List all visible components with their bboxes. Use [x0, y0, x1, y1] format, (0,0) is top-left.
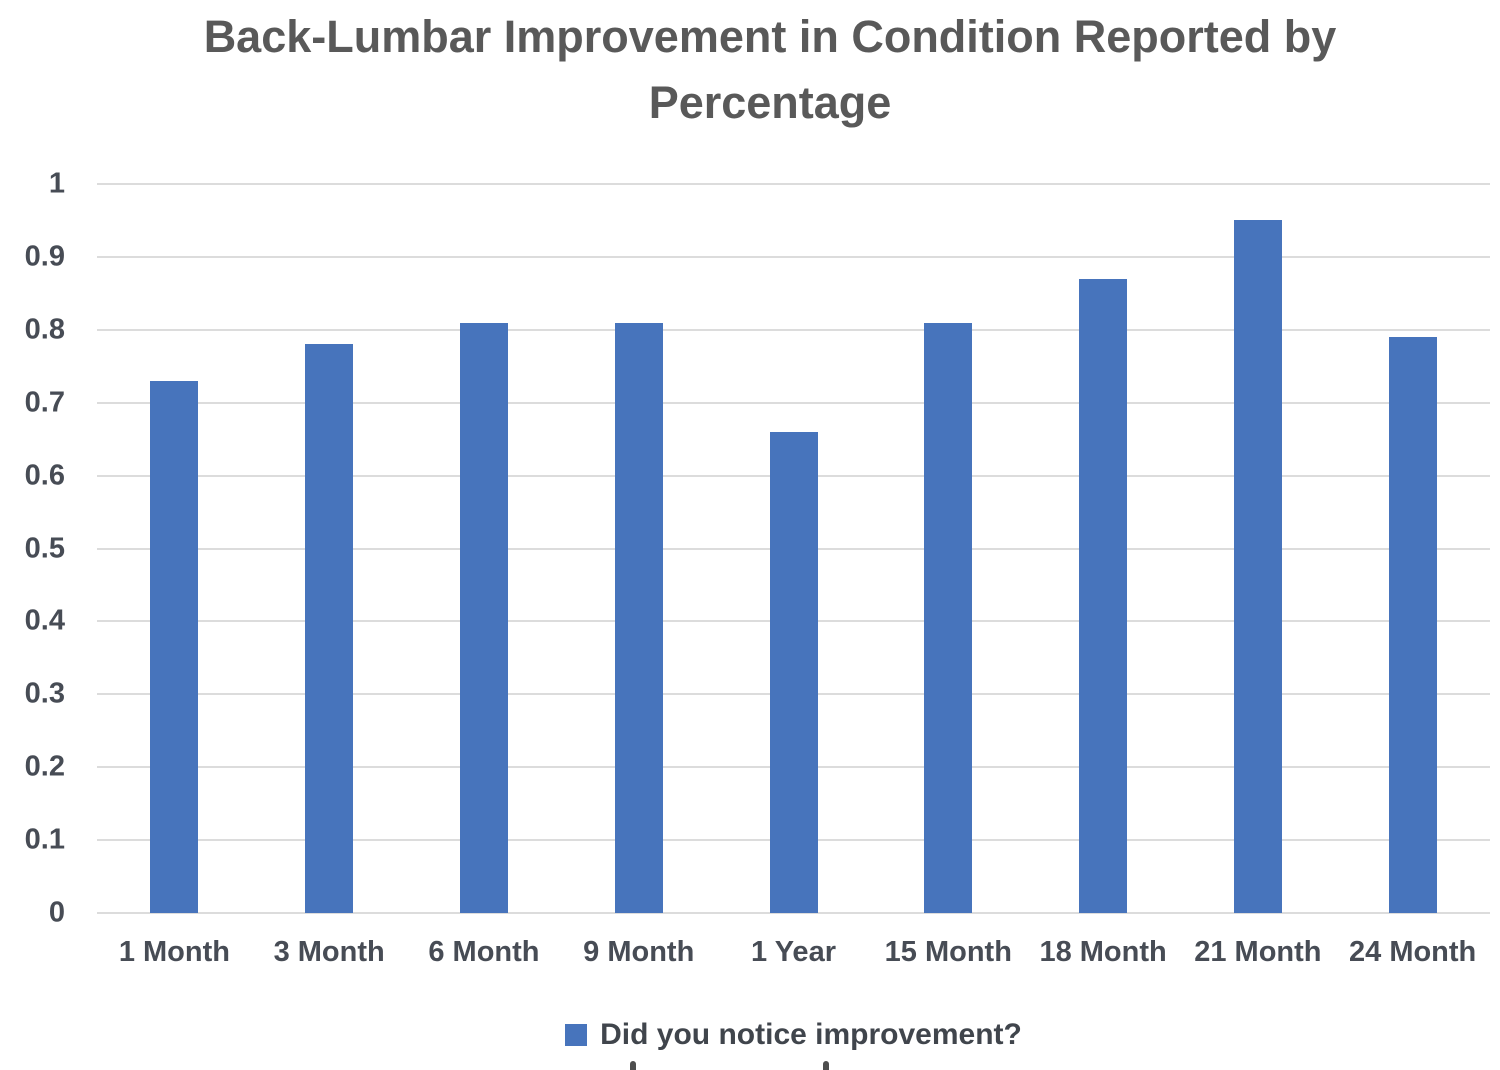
legend: Did you notice improvement?: [97, 1018, 1490, 1052]
bar-cell: [407, 184, 562, 913]
bar-series: [97, 184, 1490, 913]
chart-title: Back-Lumbar Improvement in Condition Rep…: [203, 11, 1337, 128]
bar-24-month: [1388, 337, 1437, 913]
gridline: [97, 183, 1490, 185]
bar-15-month: [924, 322, 973, 913]
x-tick-label: 15 Month: [884, 936, 1012, 968]
y-tick-label: 0.6: [24, 459, 65, 492]
x-tick-label: 9 Month: [583, 936, 695, 968]
y-tick-label: 1: [48, 167, 65, 200]
legend-label: Did you notice improvement?: [600, 1018, 1022, 1051]
legend-swatch-icon: [565, 1024, 588, 1046]
bar-18-month: [1079, 278, 1128, 913]
bar-cell: [716, 184, 871, 913]
gridline: [97, 255, 1490, 258]
cropped-letter-mark: [630, 1061, 636, 1070]
bar-cell: [561, 184, 716, 913]
cropped-letter-mark: [823, 1061, 829, 1070]
x-tick-label: 1 Year: [751, 936, 836, 968]
x-tick-label: 21 Month: [1194, 936, 1322, 968]
bar-cell: [97, 184, 252, 913]
y-tick-label: 0.5: [24, 532, 65, 564]
y-tick-label: 0.7: [24, 386, 65, 419]
bar-1-month: [150, 380, 199, 913]
x-tick-label: 3 Month: [273, 936, 385, 968]
y-tick-label: 0.3: [24, 677, 65, 710]
y-axis-labels: 0 0.1 0.2 0.3 0.4 0.5 0.6 0.7 0.8 0.9 1: [0, 0, 65, 1070]
y-tick-label: 0.2: [24, 750, 65, 783]
plot-area: [97, 183, 1490, 914]
x-tick-label: 1 Month: [118, 936, 230, 968]
gridline: [97, 401, 1490, 404]
bar-6-month: [459, 322, 508, 913]
bar-1-year: [769, 431, 818, 913]
gridline: [97, 912, 1490, 914]
bar-9-month: [614, 322, 663, 913]
bar-cell: [252, 184, 407, 913]
bar-cell: [1335, 184, 1490, 913]
x-tick-label: 24 Month: [1349, 936, 1477, 968]
y-tick-label: 0.4: [24, 604, 65, 637]
x-tick-label: 18 Month: [1039, 936, 1167, 968]
y-tick-label: 0.8: [24, 313, 65, 346]
y-tick-label: 0.9: [24, 240, 65, 273]
bar-21-month: [1233, 220, 1282, 913]
bar-3-month: [305, 344, 354, 913]
gridline: [97, 328, 1490, 331]
x-axis-labels: 1 Month 3 Month 6 Month 9 Month 1 Year 15 Mon…: [97, 936, 1490, 969]
bar-cell: [1180, 184, 1335, 913]
y-tick-label: 0: [48, 896, 65, 929]
bar-cell: [871, 184, 1026, 913]
x-tick-label: 6 Month: [428, 936, 540, 968]
bar-cell: [1026, 184, 1181, 913]
y-tick-label: 0.1: [24, 823, 65, 856]
